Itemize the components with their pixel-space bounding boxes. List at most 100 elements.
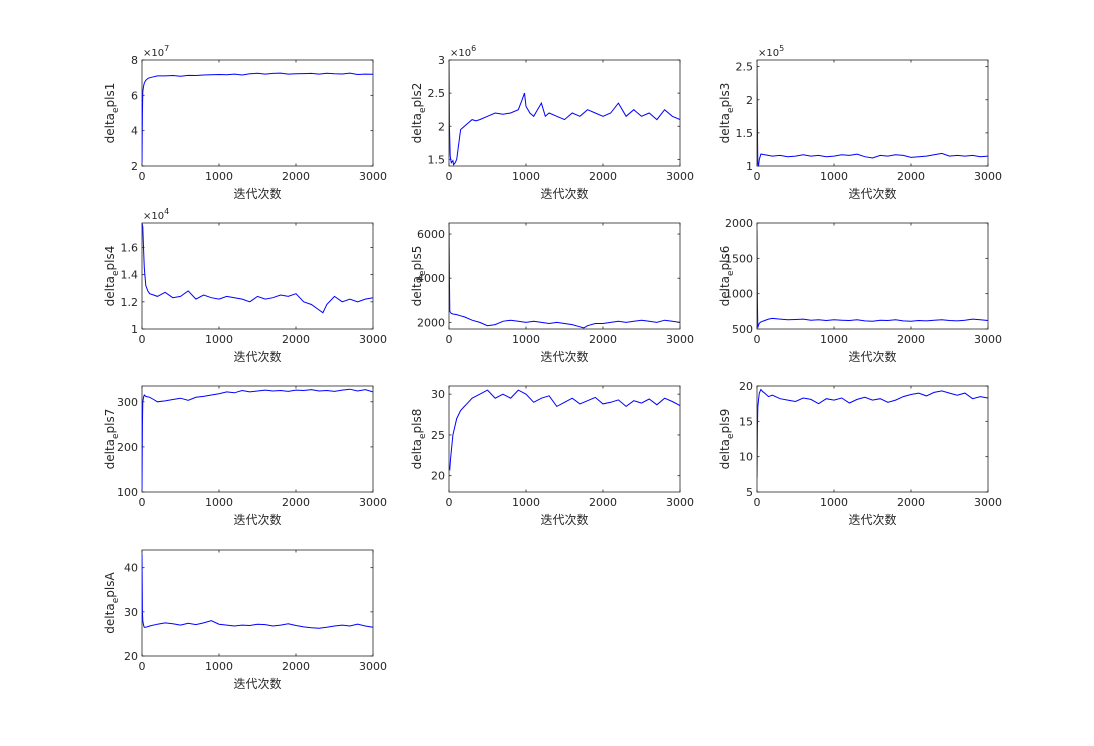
y-axis-label: deltaepls1 (103, 83, 121, 144)
axes-box (448, 222, 681, 330)
x-tick-label: 3000 (974, 333, 1002, 346)
x-tick-label: 0 (139, 170, 146, 183)
y-tick-label: 100 (117, 486, 138, 499)
data-line (142, 388, 373, 490)
y-tick-label: 1.4 (121, 269, 139, 282)
x-tick-label: 2000 (589, 333, 617, 346)
x-tick-label: 1000 (205, 333, 233, 346)
x-axis-label: 迭代次数 (540, 186, 588, 201)
x-tick-label: 3000 (974, 170, 1002, 183)
data-line (449, 389, 680, 472)
y-tick-label: 30 (431, 388, 445, 401)
y-tick-label: 1500 (725, 252, 753, 265)
x-tick-label: 1000 (205, 496, 233, 509)
x-tick-label: 3000 (359, 496, 387, 509)
y-tick-label: 4 (131, 125, 138, 138)
x-tick-label: 1000 (820, 170, 848, 183)
y-tick-label: 1.5 (736, 127, 754, 140)
data-line (757, 63, 988, 166)
axes-box (141, 385, 374, 493)
x-tick-label: 3000 (359, 333, 387, 346)
x-tick-label: 1000 (512, 496, 540, 509)
x-tick-label: 2000 (282, 660, 310, 673)
axes-box (141, 222, 374, 330)
y-axis-label: deltaepls3 (718, 83, 736, 144)
y-tick-label: 4000 (417, 272, 445, 285)
x-tick-label: 0 (446, 170, 453, 183)
y-tick-label: 20 (431, 470, 445, 483)
exponent-label: ×106 (450, 44, 476, 59)
subplot-1: 0 1000 2000 3000 2 4 6 8 ×107 迭代次数 deltaepls1 (103, 44, 387, 201)
x-tick-label: 1000 (205, 660, 233, 673)
axes-box (141, 59, 374, 167)
x-axis-label: 迭代次数 (233, 512, 281, 527)
y-tick-label: 2.5 (736, 61, 754, 74)
subplot-6: 0 1000 2000 3000500100015002000迭代次数deltaepl… (718, 217, 1002, 364)
y-tick-label: 10 (739, 451, 753, 464)
y-tick-label: 1 (131, 323, 138, 336)
exponent-base: ×10 (758, 48, 779, 59)
x-tick-label: 0 (754, 170, 761, 183)
x-tick-label: 1000 (512, 170, 540, 183)
axes-box (448, 385, 681, 493)
x-tick-label: 1000 (820, 333, 848, 346)
axes-box (756, 222, 989, 330)
y-axis-label: deltaepls9 (718, 409, 736, 470)
y-tick-label: 6000 (417, 228, 445, 241)
x-tick-label: 2000 (282, 170, 310, 183)
exponent-label: ×107 (143, 44, 169, 59)
y-tick-label: 8 (131, 54, 138, 67)
y-tick-label: 2.5 (428, 87, 446, 100)
y-tick-label: 1.6 (121, 241, 139, 254)
x-tick-label: 2000 (282, 496, 310, 509)
subplot-4: 0 1000 2000 3000 1 1.2 1.4 1.6 ×104 迭代次数 deltaepls… (103, 207, 387, 364)
data-line (142, 223, 373, 314)
x-axis-label: 迭代次数 (848, 512, 896, 527)
x-tick-label: 3000 (359, 660, 387, 673)
y-tick-label: 2 (746, 94, 753, 107)
x-tick-label: 1000 (820, 496, 848, 509)
y-tick-label: 1.2 (121, 296, 139, 309)
y-axis-label: deltaepls8 (410, 409, 428, 470)
y-tick-label: 30 (124, 606, 138, 619)
y-axis-label: deltaepls6 (718, 246, 736, 307)
x-tick-label: 0 (446, 333, 453, 346)
x-tick-label: 2000 (282, 333, 310, 346)
y-tick-label: 1 (746, 160, 753, 173)
x-tick-label: 3000 (666, 333, 694, 346)
y-tick-label: 6 (131, 89, 138, 102)
exponent-power: 5 (779, 44, 784, 53)
x-axis-label: 迭代次数 (848, 349, 896, 364)
data-line (449, 225, 680, 329)
exponent-power: 6 (471, 44, 476, 53)
y-axis-label: deltaeplsA (103, 572, 121, 634)
axes-box (756, 385, 989, 493)
x-tick-label: 3000 (666, 496, 694, 509)
y-tick-label: 2000 (725, 217, 753, 230)
x-tick-label: 3000 (666, 170, 694, 183)
x-tick-label: 1000 (512, 333, 540, 346)
y-tick-label: 1000 (725, 288, 753, 301)
exponent-power: 4 (164, 207, 169, 216)
subplot-3: 0 1000 2000 3000 1 1.5 2 2.5 ×105 迭代次数 deltaepls3 (718, 44, 1002, 201)
x-axis-label: 迭代次数 (540, 512, 588, 527)
exponent-label: ×105 (758, 44, 784, 59)
x-tick-label: 3000 (974, 496, 1002, 509)
y-axis-label: deltaepls5 (410, 246, 428, 307)
x-tick-label: 3000 (359, 170, 387, 183)
data-line (142, 554, 373, 629)
data-line (757, 388, 988, 478)
y-tick-label: 200 (117, 441, 138, 454)
x-axis-label: 迭代次数 (233, 186, 281, 201)
y-tick-label: 40 (124, 562, 138, 575)
y-tick-label: 2 (131, 160, 138, 173)
y-tick-label: 25 (431, 429, 445, 442)
x-tick-label: 0 (139, 333, 146, 346)
exponent-base: ×10 (143, 211, 164, 222)
x-tick-label: 2000 (897, 333, 925, 346)
exponent-label: ×104 (143, 207, 169, 222)
y-tick-label: 1.5 (428, 153, 446, 166)
data-line (757, 230, 988, 328)
subplot-9: 0 1000 2000 3000 5 10 15 20 迭代次数 deltaepls9 (718, 380, 1002, 527)
